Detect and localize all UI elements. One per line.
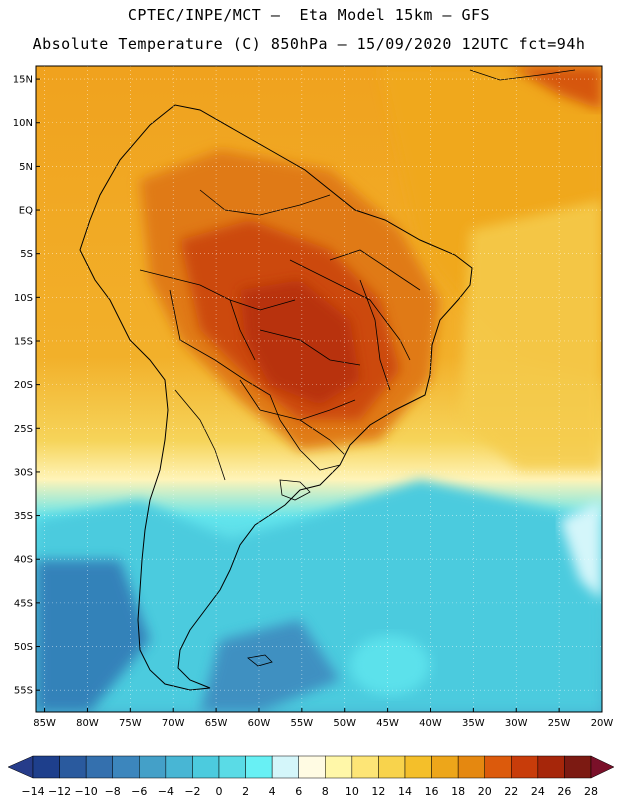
southern-cold-field: [36, 480, 602, 712]
colorbar-tick-label: 22: [504, 785, 518, 798]
south-america-coastline: [79, 104, 473, 691]
lat-label: 55S: [14, 686, 33, 697]
lon-label: 65W: [205, 718, 228, 729]
lon-label: 30W: [505, 718, 528, 729]
lat-label: 5N: [19, 162, 33, 173]
map-title-line-2: Absolute Temperature (C) 850hPa – 15/09/…: [32, 35, 586, 53]
colorbar-tick-label: −6: [131, 785, 147, 798]
lon-label: 85W: [33, 718, 56, 729]
colorbar-tick-label: −12: [48, 785, 71, 798]
pacific-cold-field: [36, 560, 150, 712]
colorbar-tick-label: −10: [75, 785, 98, 798]
lat-label: 5S: [20, 249, 33, 260]
colorbar-swatch: [32, 755, 60, 779]
colorbar-tick-label: 4: [269, 785, 276, 798]
atlantic-cold-field: [200, 620, 340, 712]
lon-label: 45W: [376, 718, 399, 729]
lon-label: 35W: [462, 718, 485, 729]
colorbar-swatch: [245, 755, 273, 779]
lon-label: 60W: [248, 718, 271, 729]
caribbean-warm-field: [510, 66, 602, 110]
lat-label: 15N: [13, 75, 33, 86]
lon-label: 40W: [419, 718, 442, 729]
lat-label: 40S: [14, 555, 33, 566]
cyclone-swirl: [350, 635, 430, 695]
colorbar: −14 −12 −10 −8 −6 −4 −2 0 2 4 6 8 10 12 14 16 18 20 22 24 26…: [7, 755, 615, 798]
lat-label: 20S: [14, 380, 33, 391]
lat-label: 50S: [14, 642, 33, 653]
colorbar-swatch: [165, 755, 193, 779]
lon-label: 70W: [162, 718, 185, 729]
colorbar-tick-label: 8: [322, 785, 329, 798]
lat-label: 30S: [14, 467, 33, 478]
colorbar-tick-label: 12: [371, 785, 385, 798]
colorbar-swatch: [112, 755, 140, 779]
colorbar-swatch: [298, 755, 326, 779]
south-atlantic-field: [460, 200, 602, 470]
falkland-islands: [247, 654, 273, 667]
subtropical-front-field: [560, 500, 602, 600]
map-frame: [35, 65, 603, 713]
colorbar-swatch: [404, 755, 432, 779]
colorbar-tick-label: 2: [242, 785, 249, 798]
caribbean-islands: [469, 69, 576, 81]
colorbar-swatch: [325, 755, 353, 779]
colorbar-swatch: [431, 755, 459, 779]
hottest-core-field: [240, 280, 360, 405]
lon-label: 25W: [548, 718, 571, 729]
longitude-axis: 85W 80W 75W 70W 65W 60W 55W 50W 45W 40W 35W 30W 25W 2…: [33, 708, 613, 729]
colorbar-tick-label: 14: [398, 785, 412, 798]
colorbar-swatch: [537, 755, 565, 779]
colorbar-swatch: [271, 755, 299, 779]
map-field: [36, 66, 602, 712]
lon-label: 80W: [76, 718, 99, 729]
colorbar-tick-label: −8: [105, 785, 121, 798]
lon-label: 75W: [119, 718, 142, 729]
colorbar-tick-label: −4: [158, 785, 174, 798]
lat-label: 10S: [14, 293, 33, 304]
colorbar-tick-label: 28: [584, 785, 598, 798]
colorbar-swatch: [85, 755, 113, 779]
colorbar-tick-label: 0: [216, 785, 223, 798]
colorbar-swatch: [139, 755, 167, 779]
colorbar-swatch: [218, 755, 246, 779]
colorbar-swatch: [484, 755, 512, 779]
lat-label: 45S: [14, 598, 33, 609]
colorbar-tick-label: 18: [451, 785, 465, 798]
rio-de-la-plata: [279, 479, 311, 501]
colorbar-swatch: [457, 755, 485, 779]
colorbar-tick-label: −2: [184, 785, 200, 798]
lat-label: 25S: [14, 424, 33, 435]
colorbar-tick-label: 20: [478, 785, 492, 798]
lat-label: 10N: [13, 118, 33, 129]
map-title-line-1: CPTEC/INPE/MCT – Eta Model 15km – GFS: [127, 6, 491, 24]
lat-label: EQ: [19, 206, 33, 217]
colorbar-tick-label: 10: [345, 785, 359, 798]
colorbar-tick-label: 16: [425, 785, 439, 798]
colorbar-tick-label: 24: [531, 785, 545, 798]
colorbar-under-arrow: [7, 755, 34, 779]
lon-label: 20W: [591, 718, 614, 729]
colorbar-swatch: [351, 755, 379, 779]
lon-label: 55W: [291, 718, 314, 729]
colorbar-tick-label: 6: [295, 785, 302, 798]
lat-label: 15S: [14, 336, 33, 347]
lon-label: 50W: [333, 718, 356, 729]
lat-label: 35S: [14, 511, 33, 522]
colorbar-swatch: [192, 755, 220, 779]
colorbar-tick-label: 26: [557, 785, 571, 798]
latitude-axis: 15N 10N 5N EQ 5S 10S 15S 20S 25S 30S 35S 40S 45S 50S 5…: [13, 75, 40, 697]
colorbar-swatch: [59, 755, 87, 779]
colorbar-over-arrow: [590, 755, 615, 779]
colorbar-tick-label: −14: [21, 785, 44, 798]
colorbar-swatch: [511, 755, 539, 779]
colorbar-swatch: [378, 755, 406, 779]
colorbar-swatch: [564, 755, 592, 779]
